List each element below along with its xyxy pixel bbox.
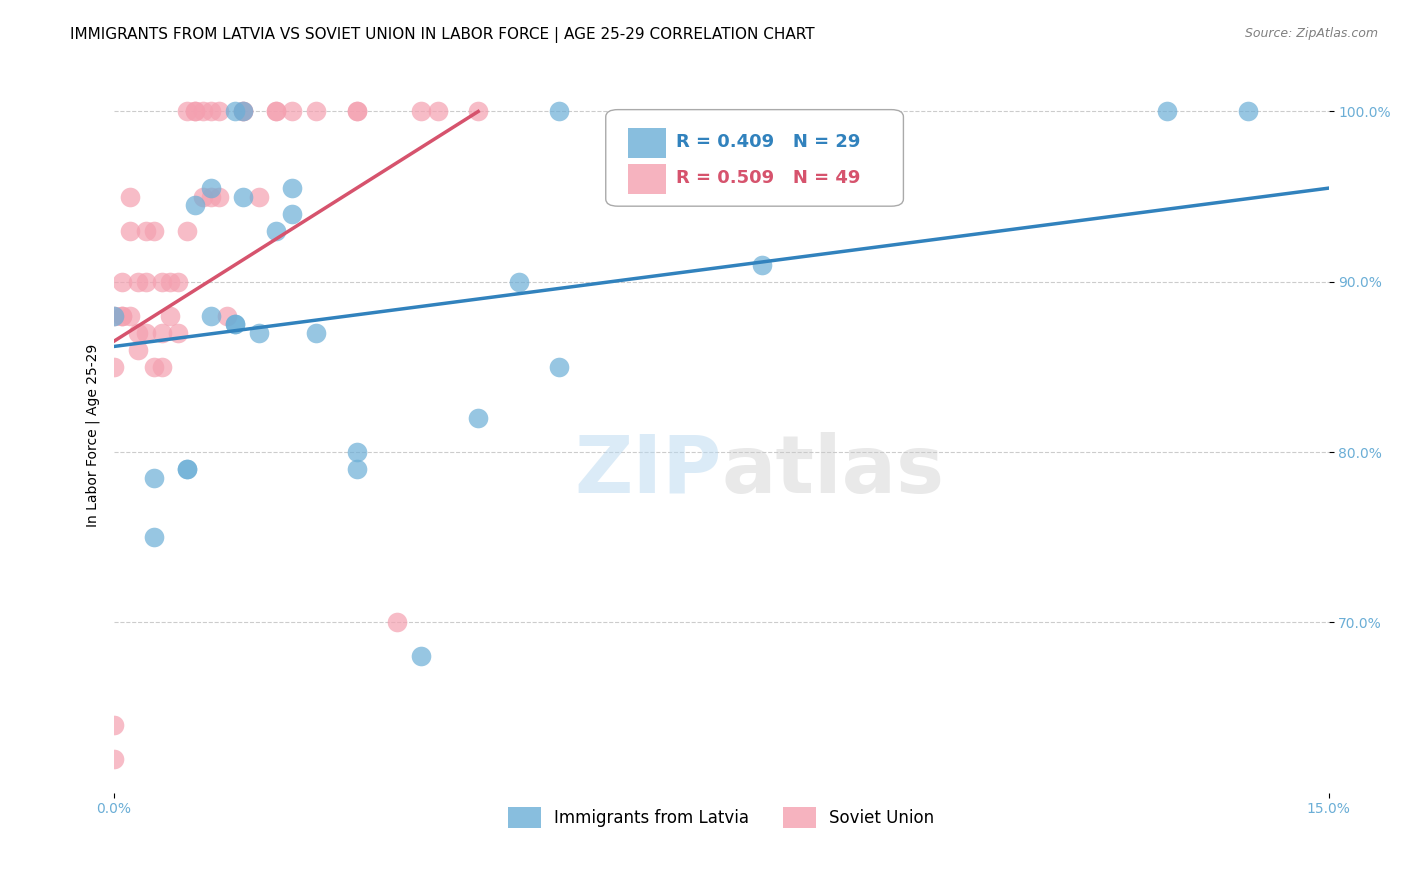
Soviet Union [135, 224, 157, 238]
Soviet Union [103, 717, 125, 731]
Immigrants from Latvia [224, 104, 246, 119]
Immigrants from Latvia [508, 275, 530, 289]
Soviet Union [167, 326, 190, 340]
Soviet Union [135, 275, 157, 289]
Soviet Union [232, 104, 254, 119]
Soviet Union [111, 309, 134, 323]
Immigrants from Latvia [411, 649, 433, 664]
Soviet Union [217, 309, 239, 323]
Soviet Union [143, 359, 166, 374]
Soviet Union [127, 275, 149, 289]
Immigrants from Latvia [176, 462, 198, 476]
Immigrants from Latvia [232, 104, 254, 119]
Immigrants from Latvia [467, 411, 489, 425]
Soviet Union [103, 309, 125, 323]
Immigrants from Latvia [1236, 104, 1258, 119]
Soviet Union [385, 615, 408, 630]
Text: R = 0.509   N = 49: R = 0.509 N = 49 [676, 169, 860, 186]
Soviet Union [127, 326, 149, 340]
Soviet Union [143, 224, 166, 238]
Soviet Union [127, 343, 149, 357]
FancyBboxPatch shape [606, 110, 904, 206]
Text: R = 0.409   N = 29: R = 0.409 N = 29 [676, 133, 860, 151]
Soviet Union [346, 104, 368, 119]
Immigrants from Latvia [305, 326, 328, 340]
Soviet Union [467, 104, 489, 119]
Soviet Union [249, 189, 271, 203]
Bar [627, 128, 666, 158]
Soviet Union [183, 104, 205, 119]
Soviet Union [135, 326, 157, 340]
Soviet Union [200, 104, 222, 119]
Soviet Union [200, 189, 222, 203]
Immigrants from Latvia [669, 172, 692, 186]
Immigrants from Latvia [1156, 104, 1178, 119]
Immigrants from Latvia [224, 318, 246, 332]
Soviet Union [176, 104, 198, 119]
Immigrants from Latvia [548, 359, 571, 374]
Soviet Union [191, 104, 214, 119]
Soviet Union [191, 189, 214, 203]
Immigrants from Latvia [751, 258, 773, 272]
Soviet Union [159, 309, 181, 323]
Soviet Union [103, 359, 125, 374]
Bar [627, 164, 666, 194]
Soviet Union [426, 104, 449, 119]
Immigrants from Latvia [548, 104, 571, 119]
Soviet Union [208, 189, 231, 203]
Immigrants from Latvia [281, 181, 304, 195]
Text: ZIP: ZIP [574, 432, 721, 510]
Soviet Union [183, 104, 205, 119]
Soviet Union [150, 326, 173, 340]
Immigrants from Latvia [103, 309, 125, 323]
Y-axis label: In Labor Force | Age 25-29: In Labor Force | Age 25-29 [86, 343, 100, 526]
Immigrants from Latvia [176, 462, 198, 476]
Soviet Union [111, 275, 134, 289]
Immigrants from Latvia [346, 445, 368, 459]
Soviet Union [208, 104, 231, 119]
Soviet Union [346, 104, 368, 119]
Soviet Union [281, 104, 304, 119]
Soviet Union [159, 275, 181, 289]
Immigrants from Latvia [232, 189, 254, 203]
Immigrants from Latvia [224, 318, 246, 332]
Immigrants from Latvia [249, 326, 271, 340]
Soviet Union [118, 224, 141, 238]
Immigrants from Latvia [281, 207, 304, 221]
Text: IMMIGRANTS FROM LATVIA VS SOVIET UNION IN LABOR FORCE | AGE 25-29 CORRELATION CH: IMMIGRANTS FROM LATVIA VS SOVIET UNION I… [70, 27, 815, 43]
Immigrants from Latvia [264, 224, 287, 238]
Immigrants from Latvia [346, 462, 368, 476]
Immigrants from Latvia [183, 198, 205, 212]
Immigrants from Latvia [143, 530, 166, 544]
Immigrants from Latvia [200, 181, 222, 195]
Soviet Union [150, 275, 173, 289]
Legend: Immigrants from Latvia, Soviet Union: Immigrants from Latvia, Soviet Union [501, 801, 941, 834]
Soviet Union [232, 104, 254, 119]
Soviet Union [167, 275, 190, 289]
Text: atlas: atlas [721, 432, 945, 510]
Soviet Union [118, 309, 141, 323]
Soviet Union [176, 224, 198, 238]
Text: Source: ZipAtlas.com: Source: ZipAtlas.com [1244, 27, 1378, 40]
Soviet Union [150, 359, 173, 374]
Soviet Union [411, 104, 433, 119]
Soviet Union [264, 104, 287, 119]
Soviet Union [305, 104, 328, 119]
Soviet Union [118, 189, 141, 203]
Immigrants from Latvia [200, 309, 222, 323]
Soviet Union [103, 751, 125, 765]
Soviet Union [264, 104, 287, 119]
Immigrants from Latvia [143, 470, 166, 484]
Soviet Union [111, 309, 134, 323]
